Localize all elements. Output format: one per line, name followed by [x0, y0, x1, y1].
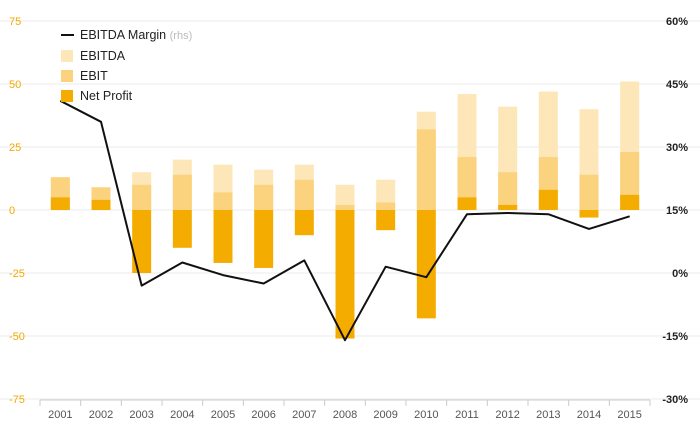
x-tick-label: 2010	[414, 409, 438, 421]
x-tick-label: 2009	[373, 409, 397, 421]
bar-net-profit	[213, 210, 233, 263]
x-tick-label: 2003	[129, 409, 153, 421]
legend: EBITDA Margin (rhs) EBITDA EBIT Net Profit	[61, 28, 192, 103]
y-right-tick-label: 60%	[666, 16, 688, 28]
bar-ebitda	[335, 184, 355, 210]
x-tick-label: 2002	[89, 409, 113, 421]
bar-net-profit	[172, 210, 192, 248]
bar-net-profit	[254, 210, 274, 268]
bar-ebit	[172, 174, 192, 210]
bar-net-profit	[579, 210, 599, 218]
bar-ebit	[294, 179, 314, 210]
bar-net-profit	[91, 199, 111, 210]
y-left-tick-label: 50	[9, 79, 21, 91]
bar-net-profit	[457, 197, 477, 210]
ebitda-margin-line	[59, 99, 630, 342]
x-tick-label: 2015	[617, 409, 641, 421]
x-tick-label: 2012	[495, 409, 519, 421]
bar-net-profit	[376, 210, 396, 231]
bar-net-profit	[620, 194, 640, 210]
bar-ebit	[132, 184, 152, 210]
y-axis-right: 60% 45% 30% 15% 0% -15% -30%	[662, 16, 688, 406]
y-left-tick-label: 75	[9, 16, 21, 28]
y-left-tick-label: 0	[9, 205, 15, 217]
bar-ebit	[254, 184, 274, 210]
y-left-tick-label: 25	[9, 142, 21, 154]
y-left-tick-label: -50	[9, 331, 25, 343]
y-right-tick-label: 45%	[666, 79, 688, 91]
x-tick-label: 2014	[577, 409, 601, 421]
y-left-tick-label: -75	[9, 394, 25, 406]
ebitda-margin-line-group	[59, 99, 630, 342]
bar-net-profit	[538, 189, 558, 210]
legend-swatch-ebitda	[61, 50, 73, 62]
bar-net-profit	[335, 210, 355, 339]
x-tick-label: 2006	[251, 409, 275, 421]
legend-label-ebitda: EBITDA	[80, 49, 126, 63]
bar-net-profit	[132, 210, 152, 273]
legend-swatch-net-profit	[61, 90, 73, 102]
bar-ebit	[376, 202, 396, 210]
bars	[50, 81, 640, 339]
bar-net-profit	[498, 204, 518, 210]
y-right-tick-label: 15%	[666, 205, 688, 217]
bar-ebit	[213, 192, 233, 210]
y-right-tick-label: 30%	[666, 142, 688, 154]
x-tick-label: 2008	[333, 409, 357, 421]
legend-label-ebitda-margin: EBITDA Margin (rhs)	[80, 28, 192, 42]
bar-ebit	[416, 129, 436, 210]
x-tick-label: 2001	[48, 409, 72, 421]
bar-ebit	[457, 157, 477, 210]
y-right-tick-label: -30%	[662, 394, 688, 406]
bar-ebit	[498, 172, 518, 210]
bar-ebit	[579, 174, 599, 210]
x-tick-label: 2007	[292, 409, 316, 421]
x-tick-label: 2013	[536, 409, 560, 421]
bar-net-profit	[294, 210, 314, 236]
y-right-tick-label: -15%	[662, 331, 688, 343]
x-tick-label: 2004	[170, 409, 194, 421]
legend-swatch-ebit	[61, 70, 73, 82]
x-tick-label: 2005	[211, 409, 235, 421]
x-axis: 2001 2002 2003 2004 2005 2006 2007 2008 2009 2010…	[39, 399, 651, 421]
y-axis-left: 75 50 25 0 -25 -50 -75	[9, 16, 25, 406]
legend-label-ebit: EBIT	[80, 69, 108, 83]
bar-ebit	[335, 204, 355, 210]
y-right-tick-label: 0%	[672, 268, 688, 280]
x-tick-label: 2011	[455, 409, 479, 421]
bar-net-profit	[416, 210, 436, 319]
y-left-tick-label: -25	[9, 268, 25, 280]
legend-label-net-profit: Net Profit	[80, 89, 133, 103]
bar-net-profit	[50, 197, 70, 210]
legend-suffix-rhs: (rhs)	[170, 30, 193, 42]
